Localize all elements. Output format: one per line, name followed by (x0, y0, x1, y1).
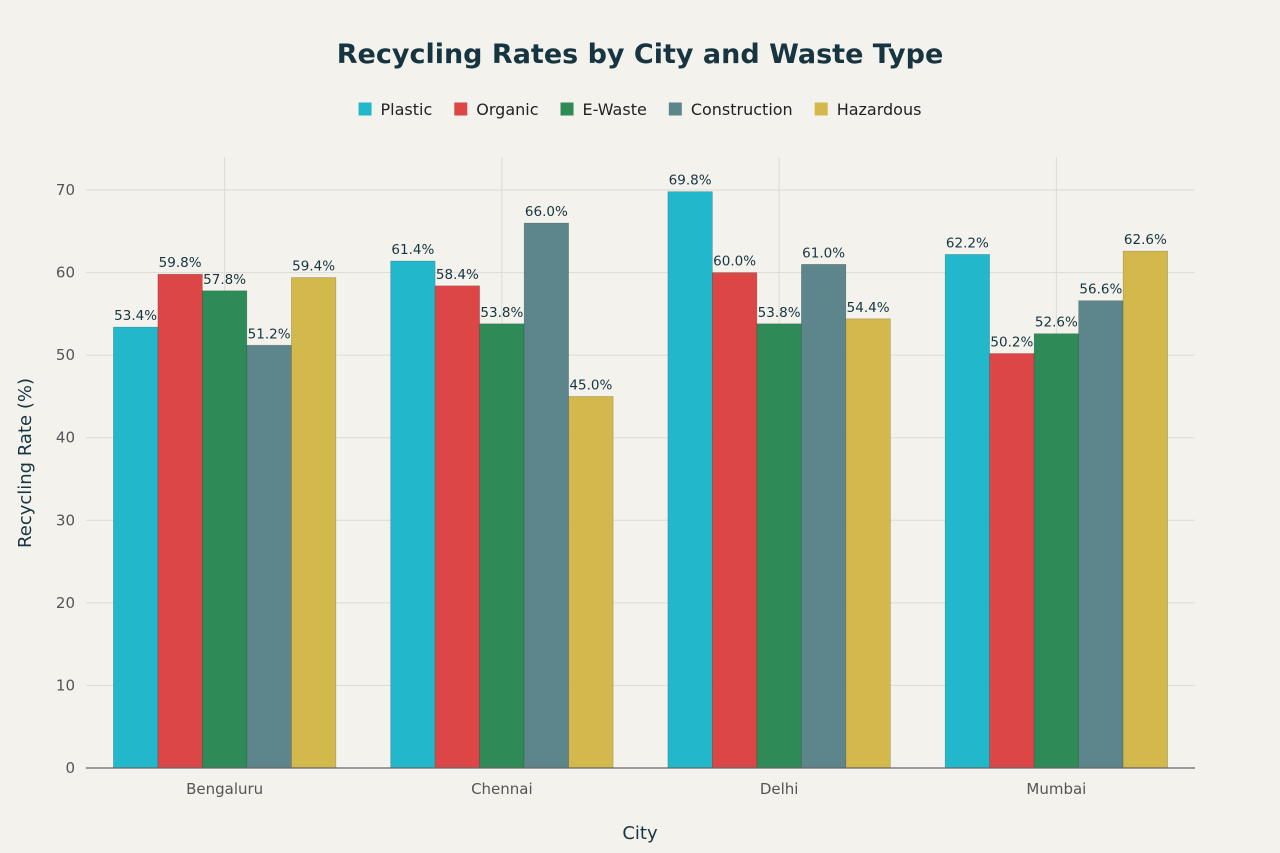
x-tick-label: Bengaluru (186, 780, 263, 798)
bar-construction-bengaluru (246, 344, 292, 769)
y-tick-label: 20 (56, 594, 75, 612)
data-labels: 53.4% 59.8%57.8% 51.2% 59.4% 61.4%58.4% 53.8%… (114, 173, 1167, 394)
bar-plastic-mumbai (944, 254, 990, 769)
y-axis-title: Recycling Rate (%) (15, 378, 36, 548)
data-label: 61.0% (802, 245, 845, 261)
bar-hazardous-delhi (845, 318, 891, 769)
data-label: 54.4% (847, 300, 890, 316)
data-label: 58.4% (436, 267, 479, 283)
bar-e-waste-mumbai (1033, 333, 1079, 769)
bar-plastic-bengaluru (113, 326, 159, 769)
legend-swatch-construction (668, 102, 682, 116)
data-label: 45.0% (569, 377, 612, 393)
data-label: 51.2% (248, 326, 291, 342)
data-label: 53.4% (114, 308, 157, 324)
bar-plastic-chennai (390, 260, 436, 769)
data-label: 62.2% (946, 235, 989, 251)
legend: Plastic Organic E-Waste Construction Hazardo… (358, 100, 922, 119)
bars (113, 191, 1168, 769)
y-tick-label: 70 (56, 181, 75, 199)
y-tick-label: 30 (56, 511, 75, 529)
data-label: 62.6% (1124, 232, 1167, 248)
legend-swatch-organic (454, 102, 468, 116)
data-label: 60.0% (713, 254, 756, 270)
legend-swatch-plastic (358, 102, 372, 116)
bar-hazardous-bengaluru (291, 277, 337, 769)
legend-label-organic: Organic (476, 100, 538, 119)
y-tick-label: 10 (56, 676, 75, 694)
data-label: 52.6% (1035, 315, 1078, 331)
bar-e-waste-delhi (756, 323, 802, 769)
data-label: 61.4% (391, 242, 434, 258)
data-label: 59.4% (292, 259, 335, 275)
data-label: 50.2% (990, 335, 1033, 351)
y-tick-label: 40 (56, 429, 75, 447)
bar-plastic-delhi (667, 191, 713, 769)
chart-title: Recycling Rates by City and Waste Type (337, 39, 944, 70)
legend-swatch-e-waste (560, 102, 574, 116)
data-label: 66.0% (525, 204, 568, 220)
bar-organic-delhi (712, 272, 758, 769)
x-tick-label: Delhi (760, 780, 799, 798)
data-label: 69.8% (669, 173, 712, 189)
legend-swatch-hazardous (814, 102, 828, 116)
axes: 0 10 20 30 40 50 60 70 Bengaluru Chennai Delhi Mumb… (56, 181, 1195, 798)
bar-construction-mumbai (1078, 300, 1124, 769)
bar-organic-mumbai (989, 353, 1035, 769)
x-tick-label: Mumbai (1026, 780, 1086, 798)
data-label: 56.6% (1079, 282, 1122, 298)
data-label: 53.8% (480, 305, 523, 321)
legend-label-construction: Construction (691, 100, 793, 119)
y-tick-label: 50 (56, 346, 75, 364)
bar-organic-bengaluru (157, 273, 203, 769)
bar-construction-chennai (523, 222, 569, 769)
legend-label-hazardous: Hazardous (837, 100, 922, 119)
legend-label-plastic: Plastic (381, 100, 433, 119)
bar-hazardous-chennai (568, 396, 614, 769)
bar-organic-chennai (434, 285, 480, 769)
legend-label-e-waste: E-Waste (583, 100, 647, 119)
y-tick-label: 60 (56, 264, 75, 282)
data-label: 53.8% (758, 305, 801, 321)
x-axis-title: City (622, 823, 658, 844)
bar-hazardous-mumbai (1122, 250, 1168, 769)
bar-e-waste-chennai (479, 323, 525, 769)
x-tick-label: Chennai (471, 780, 533, 798)
data-label: 57.8% (203, 272, 246, 288)
data-label: 59.8% (159, 255, 202, 271)
y-tick-label: 0 (65, 759, 75, 777)
bar-e-waste-bengaluru (202, 290, 248, 769)
bar-construction-delhi (801, 264, 847, 769)
